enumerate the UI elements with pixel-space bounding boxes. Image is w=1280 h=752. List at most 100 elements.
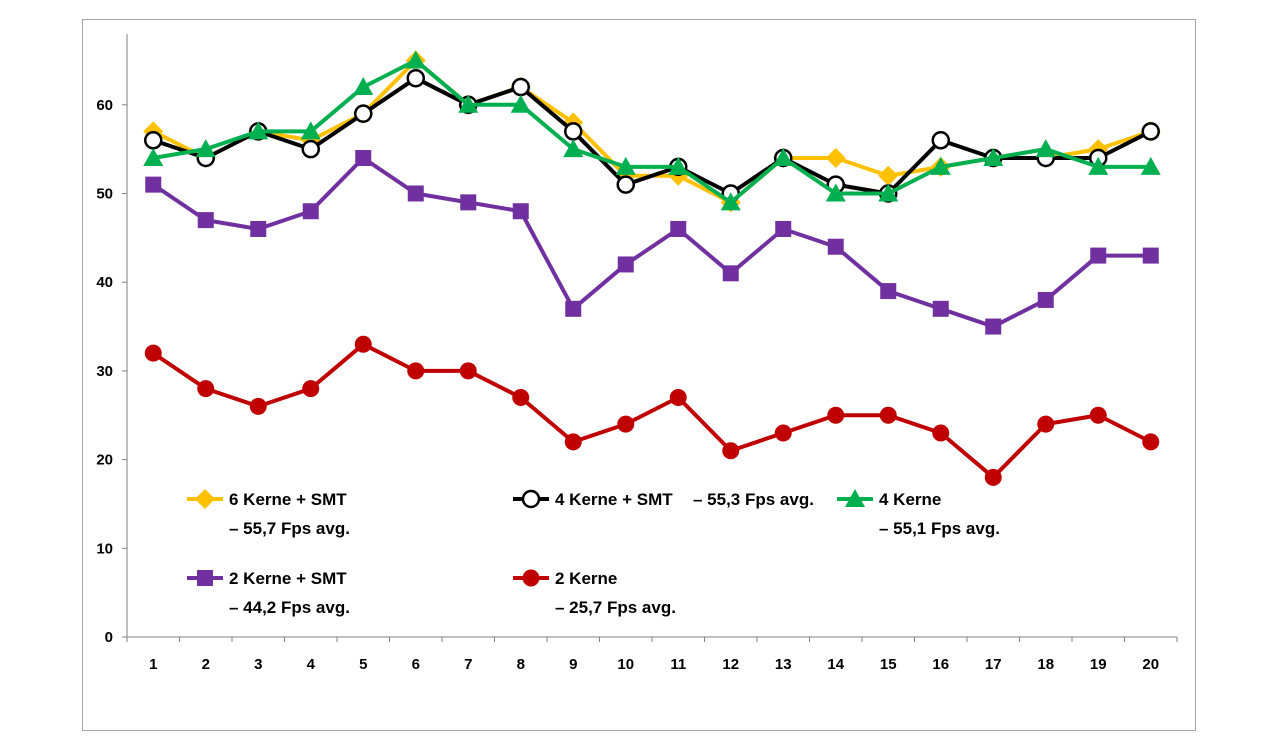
x-tick-label: 8 <box>517 656 525 673</box>
legend-series-name: 4 Kerne <box>879 490 941 509</box>
x-tick-label: 16 <box>932 656 949 673</box>
data-point <box>195 139 216 158</box>
data-point <box>1037 415 1055 433</box>
data-point <box>1037 291 1054 308</box>
data-point <box>880 283 897 300</box>
legend-marker <box>521 489 541 509</box>
legend-series-avg: – 25,7 Fps avg. <box>555 598 676 617</box>
data-point <box>878 183 899 202</box>
data-point <box>773 148 794 167</box>
legend-series-name: 6 Kerne + SMT <box>229 490 347 509</box>
legend-marker <box>845 489 865 507</box>
data-point <box>775 220 792 237</box>
data-point <box>302 380 320 398</box>
data-point <box>670 220 687 237</box>
y-tick-label: 30 <box>96 363 113 380</box>
x-tick-label: 4 <box>307 656 316 673</box>
data-point <box>145 176 162 193</box>
data-point <box>563 139 584 158</box>
data-point <box>1088 156 1109 175</box>
data-point <box>1142 433 1160 451</box>
data-point <box>669 389 687 407</box>
data-point <box>930 156 951 175</box>
legend-item: 6 Kerne + SMT – 55,7 Fps avg. <box>187 489 350 538</box>
y-tick-label: 60 <box>96 97 113 114</box>
x-tick-label: 14 <box>827 656 844 673</box>
series-2-kerne <box>144 335 1160 486</box>
data-point <box>615 156 636 175</box>
axes <box>126 34 1177 638</box>
data-point <box>825 183 846 202</box>
data-point <box>144 344 162 362</box>
legend-item: 2 Kerne – 25,7 Fps avg. <box>513 569 676 617</box>
data-point <box>1140 156 1161 175</box>
data-point <box>510 94 531 113</box>
x-tick-label: 10 <box>617 656 634 673</box>
x-tick-label: 20 <box>1142 656 1159 673</box>
data-point <box>458 94 479 113</box>
x-tick-label: 2 <box>202 656 210 673</box>
x-tick-label: 11 <box>670 656 686 673</box>
data-point <box>512 203 529 220</box>
data-point <box>722 265 739 282</box>
data-point <box>407 362 425 380</box>
series-line <box>152 156 1151 329</box>
data-point <box>355 150 372 167</box>
data-point <box>407 185 424 202</box>
data-point <box>301 139 320 159</box>
data-point <box>197 380 215 398</box>
legend-item: 4 Kerne – 55,1 Fps avg. <box>837 489 1000 538</box>
data-point <box>617 415 635 433</box>
data-point <box>1141 122 1160 141</box>
legend-marker <box>522 569 540 587</box>
data-point <box>931 131 950 150</box>
data-point <box>353 77 374 96</box>
data-point <box>984 468 1002 486</box>
data-point <box>827 238 844 255</box>
data-point <box>459 362 477 380</box>
data-point <box>616 175 635 194</box>
data-point <box>932 424 950 442</box>
data-point <box>774 424 792 442</box>
legend-series-name: 4 Kerne + SMT <box>555 490 673 509</box>
data-point <box>932 300 949 317</box>
x-tick-label: 7 <box>464 656 472 673</box>
legend-item: 2 Kerne + SMT – 44,2 Fps avg. <box>187 569 350 617</box>
data-point <box>354 335 372 353</box>
legend-series-avg: – 55,1 Fps avg. <box>879 519 1000 538</box>
data-point <box>302 203 319 220</box>
series-line <box>152 58 1151 205</box>
data-point <box>406 68 425 88</box>
data-point <box>565 300 582 317</box>
data-point <box>564 433 582 451</box>
x-tick-label: 3 <box>254 656 262 673</box>
data-point <box>720 192 741 211</box>
data-point <box>827 406 845 424</box>
data-point <box>248 121 269 140</box>
legend-marker <box>197 570 213 586</box>
legend-series-name: 2 Kerne + SMT <box>229 569 347 588</box>
y-tick-label: 50 <box>96 186 113 203</box>
chart-area: 0 10 20 30 40 50 60 1 2 3 4 5 6 7 8 9 10 11 12 13 14 15 16 17 18… <box>82 19 1196 731</box>
data-point <box>197 212 214 229</box>
data-point <box>1035 139 1056 158</box>
data-point <box>668 156 689 175</box>
data-point <box>983 148 1004 167</box>
data-point <box>249 397 267 415</box>
data-point <box>511 77 530 97</box>
x-tick-label: 15 <box>880 656 897 673</box>
data-point <box>1090 247 1107 264</box>
legend-series-avg: – 55,3 Fps avg. <box>693 490 814 509</box>
legend: 6 Kerne + SMT – 55,7 Fps avg. 4 Kerne + SM… <box>187 489 1000 617</box>
y-tick-label: 20 <box>96 452 113 469</box>
data-point <box>1089 406 1107 424</box>
x-tick-label: 13 <box>775 656 792 673</box>
y-tick-label: 10 <box>96 540 113 557</box>
data-point <box>144 131 163 150</box>
series-2-kerne-smt <box>145 150 1159 335</box>
data-point <box>300 121 321 140</box>
data-point <box>564 122 583 141</box>
data-point <box>1142 247 1159 264</box>
data-point <box>617 256 634 273</box>
